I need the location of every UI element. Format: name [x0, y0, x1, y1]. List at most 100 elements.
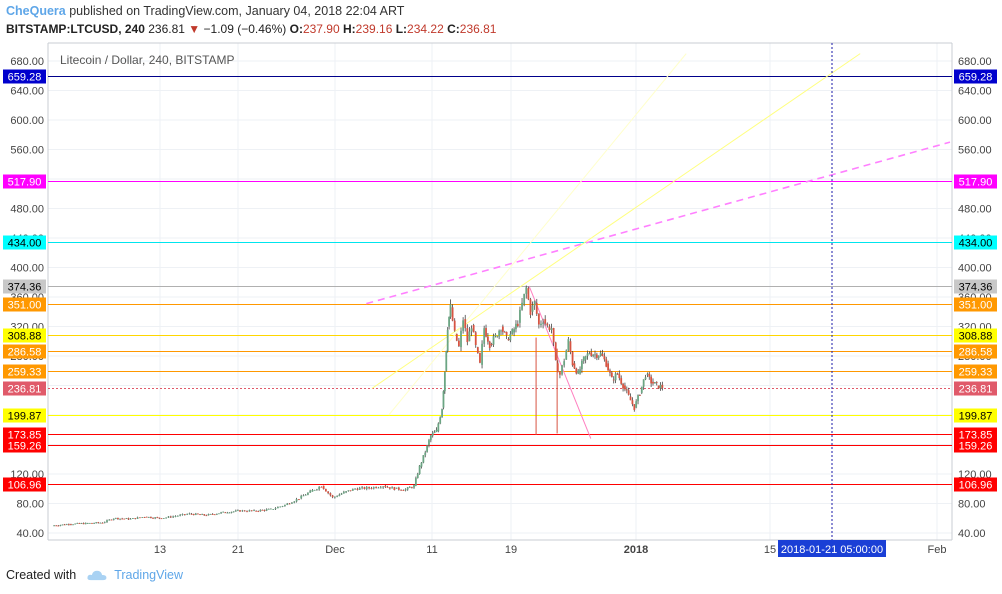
price-badge-label-right: 236.81 [959, 384, 993, 396]
candle-body [466, 328, 469, 343]
x-tick-label: Feb [928, 544, 947, 556]
candle-body [361, 487, 363, 488]
footer: Created with TradingView [6, 568, 183, 582]
candle-body [298, 499, 300, 500]
candle-body [637, 395, 639, 402]
price-badge-right [954, 69, 997, 84]
candle-body [181, 514, 184, 515]
candle-body [232, 511, 235, 513]
price-badge-label-left: 159.26 [8, 441, 42, 453]
candle-body [464, 319, 467, 329]
candle-body [599, 352, 602, 356]
y-tick-right: 400.00 [958, 263, 992, 275]
candle-body [618, 373, 621, 379]
candle-body [594, 354, 596, 356]
candle-body [386, 487, 389, 488]
candle-body [190, 513, 193, 515]
candle-body [511, 329, 514, 334]
price-badge-left [3, 381, 46, 396]
candle-body [370, 488, 373, 489]
trendline [366, 141, 951, 305]
price-badge-label-left: 351.00 [8, 300, 42, 312]
candle-body [372, 487, 375, 489]
candle-body [345, 491, 347, 493]
down-arrow-icon: ▼ [188, 22, 201, 36]
tradingview-link[interactable]: TradingView [114, 568, 183, 582]
candle-body [579, 369, 581, 374]
candle-body [192, 514, 195, 515]
x-axis: 13 21 Dec 11 19 2018 15 Feb [154, 544, 947, 556]
candle-body [91, 523, 93, 524]
candle-body [521, 302, 523, 310]
candle-body [635, 401, 638, 408]
candle-body [324, 489, 327, 492]
candle-body [515, 323, 517, 330]
candle-body [571, 351, 574, 366]
candle-body [269, 508, 272, 510]
candle-body [490, 344, 493, 345]
candle-body [582, 356, 585, 361]
candle-body [220, 512, 222, 514]
high-label: H: [343, 22, 356, 36]
candle-body [413, 485, 415, 488]
candle-body [513, 329, 515, 333]
price-badge-label-right: 434.00 [959, 238, 993, 250]
candle-body [114, 517, 117, 519]
candle-body [320, 486, 323, 488]
candle-body [267, 508, 270, 510]
candle-body [300, 495, 303, 499]
candle-body [80, 523, 83, 524]
candle-body [437, 423, 440, 432]
candle-body [272, 509, 275, 510]
candle-body [620, 378, 623, 384]
candle-body [414, 478, 417, 486]
candle-body [646, 373, 649, 375]
price-badge-label-right: 106.96 [959, 480, 993, 492]
candle-body [652, 381, 654, 384]
candle-body [516, 323, 519, 327]
candle-body [97, 522, 100, 524]
candle-body [265, 509, 268, 511]
price-badge-label-left: 434.00 [8, 238, 42, 250]
candle-body [199, 514, 201, 516]
candle-body [503, 331, 506, 333]
candle-body [172, 516, 175, 518]
candle-body [588, 353, 591, 355]
candle-body [150, 516, 152, 518]
candle-body [453, 320, 456, 331]
candle-body [136, 517, 139, 519]
candle-body [179, 514, 182, 516]
candle-body [322, 485, 325, 490]
candle-body [629, 396, 632, 401]
candle-body [501, 326, 504, 332]
candle-body [609, 370, 611, 373]
candle-body [226, 512, 229, 514]
x-tick-label: 19 [505, 544, 517, 556]
candle-body [531, 305, 534, 312]
candle-body [625, 389, 628, 391]
candle-body [400, 489, 402, 491]
candle-body [655, 382, 658, 383]
price-badge-right [954, 344, 997, 359]
candle-body [307, 492, 309, 495]
candle-body [612, 379, 615, 381]
low-value: 234.22 [407, 22, 444, 36]
candle-body [474, 332, 477, 345]
candle-body [422, 455, 425, 463]
price-badge-label-left: 106.96 [8, 480, 42, 492]
candle-body [167, 516, 170, 518]
candle-body [388, 487, 391, 489]
author-link[interactable]: CheQuera [6, 4, 66, 18]
candle-body [134, 518, 137, 519]
candle-body [281, 506, 284, 507]
candle-body [165, 517, 168, 519]
candle-body [82, 523, 85, 525]
candle-body [121, 518, 124, 520]
price-badge-label-left: 199.87 [8, 411, 42, 423]
candle-body [304, 494, 307, 496]
candle-body [188, 513, 191, 515]
candle-body [575, 368, 578, 374]
candle-body [426, 445, 429, 452]
candle-body [446, 329, 449, 352]
